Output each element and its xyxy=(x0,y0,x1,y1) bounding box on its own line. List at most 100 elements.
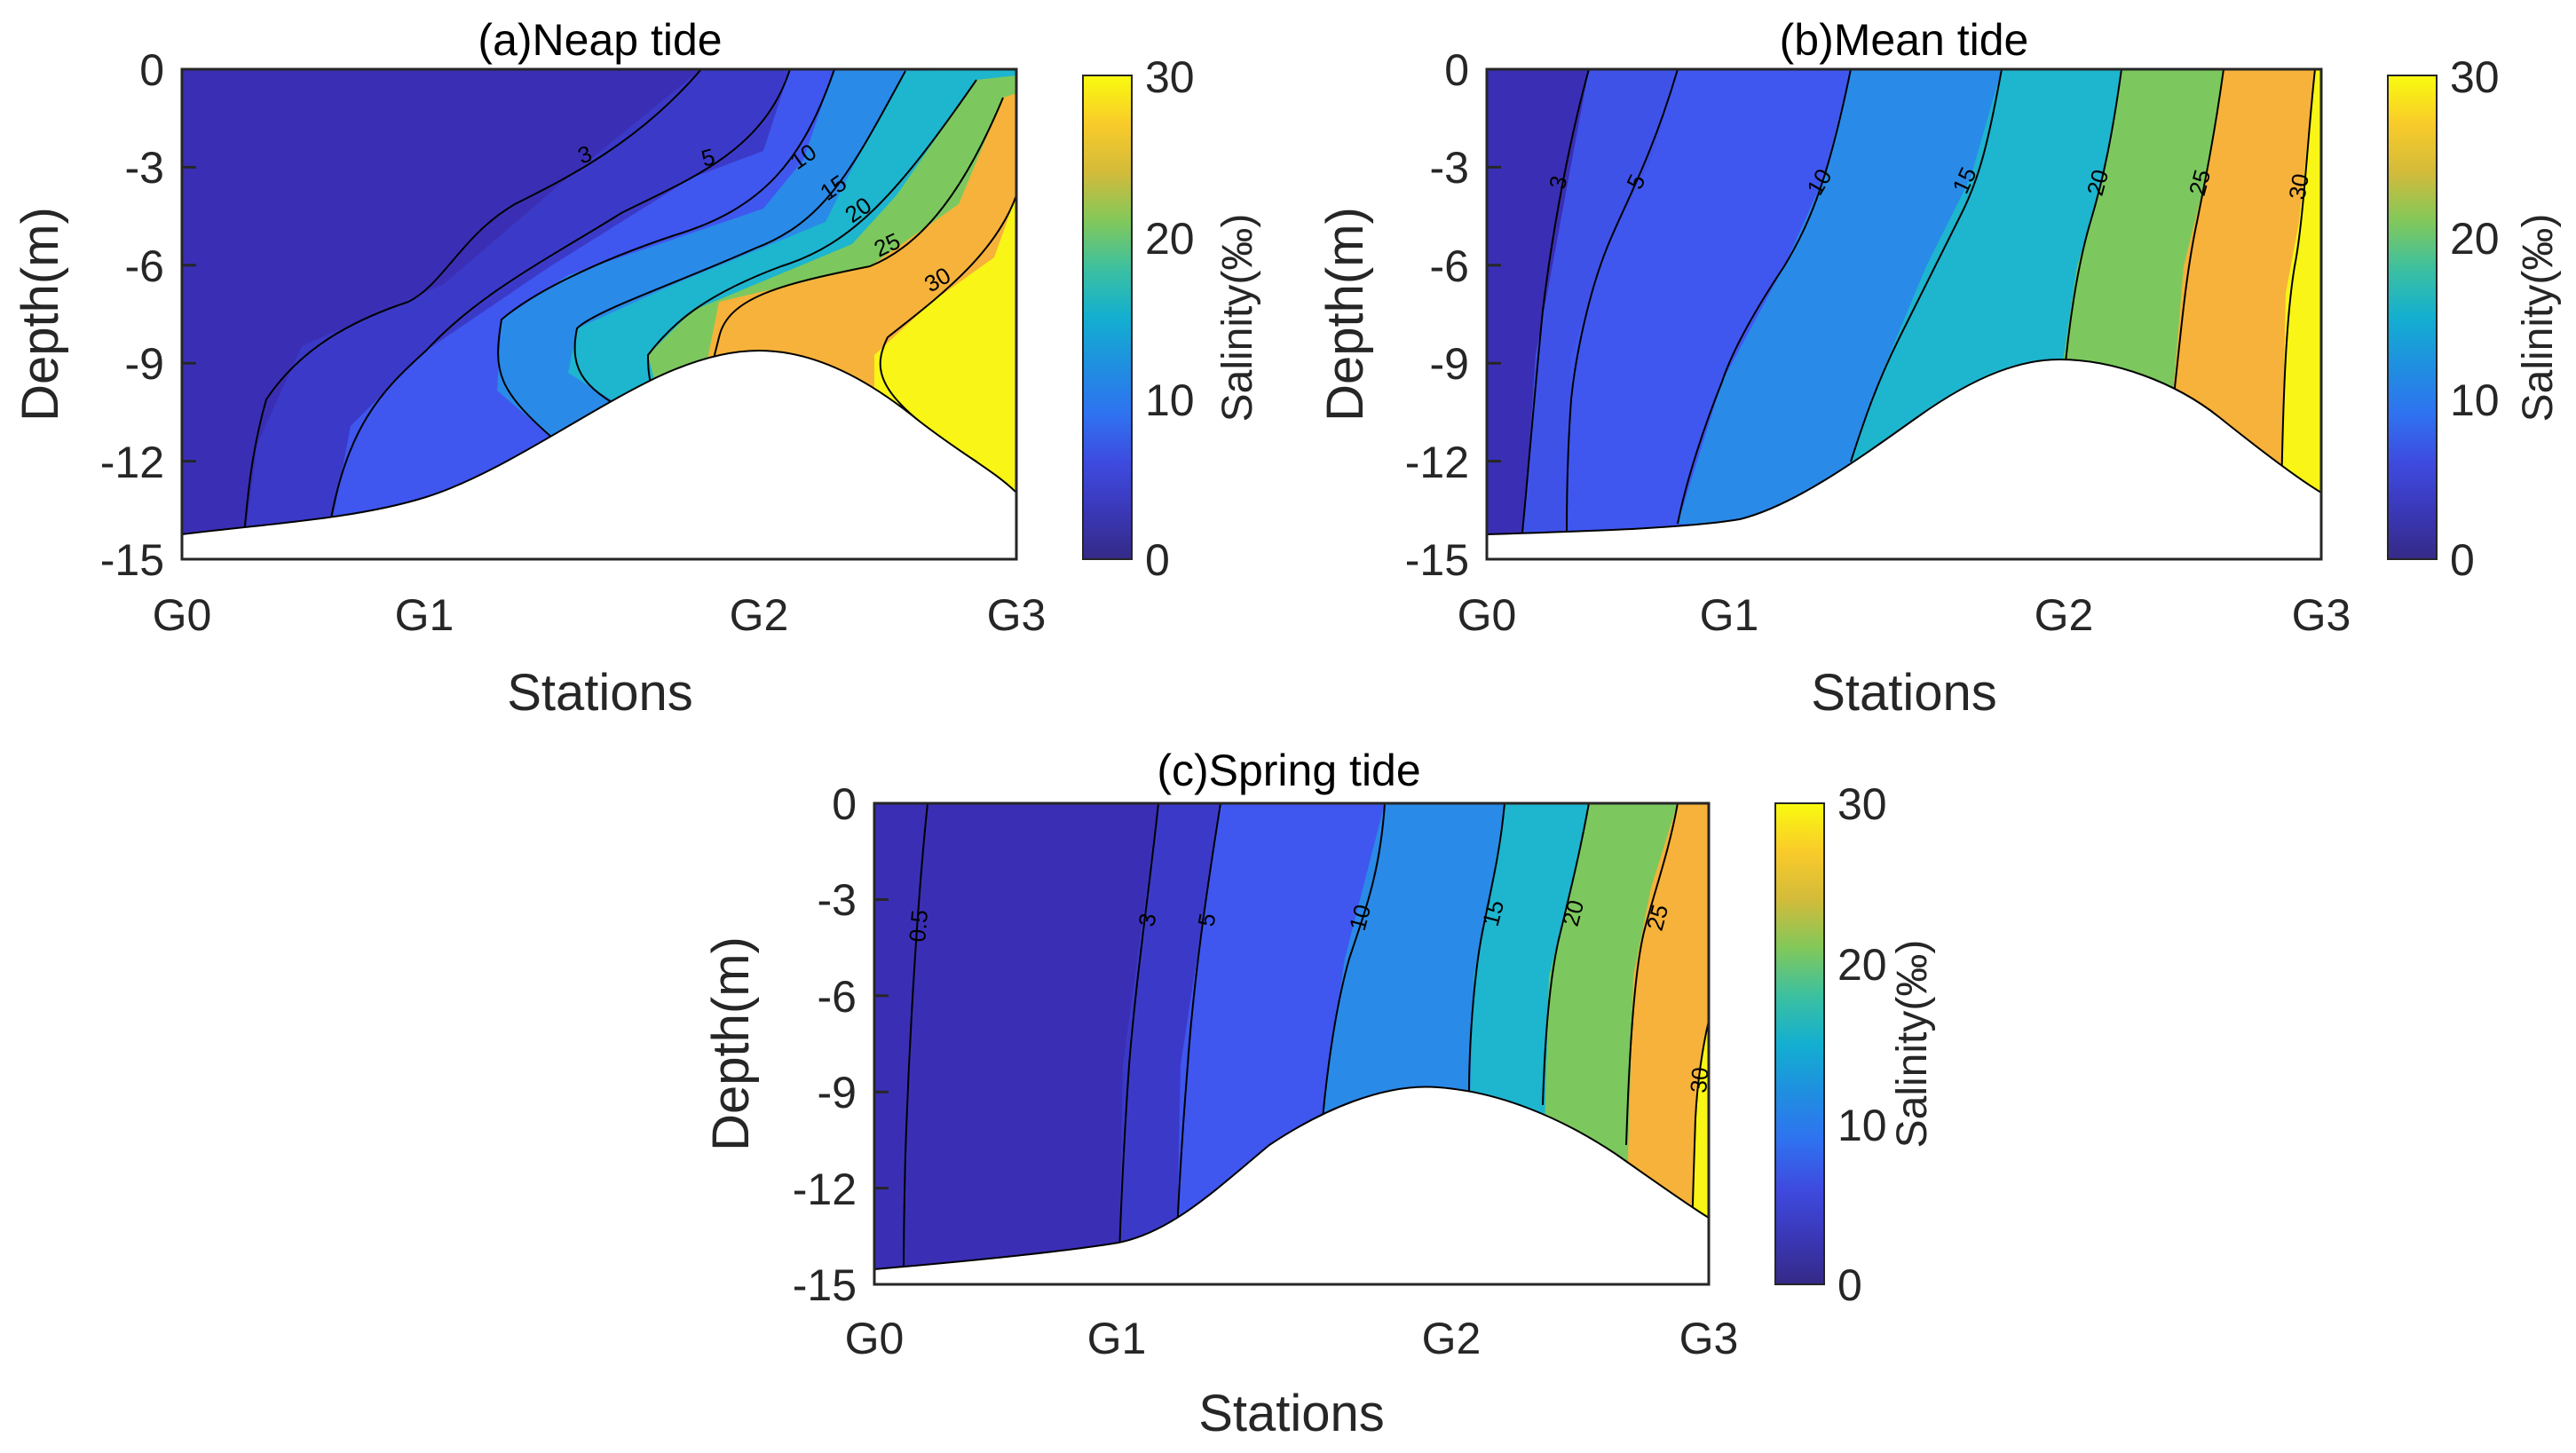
isohaline-10 xyxy=(497,68,835,445)
y-tick-labels: 0 -3 -6 -9 -12 -15 xyxy=(1405,45,1469,585)
isohaline-5 xyxy=(1175,802,1221,1261)
isohalines xyxy=(1521,68,2316,533)
y-tick-label: 0 xyxy=(1444,45,1469,95)
y-tick-label: -6 xyxy=(125,241,164,291)
riverbed-mask xyxy=(1487,359,2321,559)
x-tick-label: G1 xyxy=(395,590,454,640)
isohaline-20 xyxy=(1542,802,1590,1106)
colorbar-gradient xyxy=(1082,75,1133,560)
isohaline-10 xyxy=(1319,802,1386,1155)
colorbar-tick: 0 xyxy=(1837,1260,1862,1310)
colorbar-tick: 0 xyxy=(1145,535,1170,585)
y-tick-label: -15 xyxy=(100,535,164,585)
contour-label: 30 xyxy=(2283,171,2314,201)
y-axis-label: Depth(m) xyxy=(12,207,69,422)
x-tick-label: G2 xyxy=(1422,1314,1482,1363)
isohaline-3 xyxy=(243,68,702,533)
panel-b-title: (b)Mean tide xyxy=(1780,15,2029,65)
x-tick-label: G3 xyxy=(2292,590,2351,640)
y-tick-label: -6 xyxy=(1430,241,1469,291)
colorbar-label: Salinity(‰) xyxy=(2515,214,2562,422)
x-tick-label: G3 xyxy=(987,590,1047,640)
isohaline-30 xyxy=(2280,68,2316,498)
x-tick-label: G1 xyxy=(1700,590,1759,640)
y-tick-label: -3 xyxy=(818,875,857,925)
panel-c: (c)Spring tide 0.5 xyxy=(702,746,1936,1442)
colorbar: 30 20 10 0 Salinity(‰) xyxy=(1082,52,1261,585)
axes-frame xyxy=(873,802,1711,1286)
x-tick-label: G0 xyxy=(1458,590,1517,640)
panel-b-plot: 3 5 10 15 20 25 30 xyxy=(1485,67,2323,561)
y-tick-label: -12 xyxy=(1405,438,1469,487)
colorbar: 30 20 10 0 Salinity(‰) xyxy=(2387,52,2562,585)
y-tick-label: -9 xyxy=(818,1068,857,1117)
x-tick-label: G1 xyxy=(1087,1314,1147,1363)
y-tick-label: 0 xyxy=(832,779,857,829)
riverbed-line xyxy=(181,349,1017,535)
riverbed-line xyxy=(873,1086,1710,1270)
colorbar-tick: 30 xyxy=(2450,52,2500,102)
isohaline-15 xyxy=(1850,68,2003,462)
x-tick-labels: G0 G1 G2 G3 xyxy=(153,590,1047,640)
isohaline-20 xyxy=(2063,68,2122,383)
colorbar-tick: 20 xyxy=(2450,214,2500,264)
x-tick-labels: G0 G1 G2 G3 xyxy=(845,1314,1739,1363)
colorbar-tick: 10 xyxy=(1837,1101,1887,1150)
isohaline-15 xyxy=(573,70,906,418)
colorbar: 30 20 10 0 Salinity(‰) xyxy=(1774,779,1936,1310)
x-tick-label: G2 xyxy=(730,590,789,640)
riverbed-line xyxy=(1486,358,2322,535)
isohaline-0.5 xyxy=(903,802,928,1279)
colorbar-tick: 0 xyxy=(2450,535,2475,585)
isohaline-15 xyxy=(1468,802,1505,1093)
colorbar-tick: 20 xyxy=(1837,940,1887,990)
y-axis xyxy=(182,67,196,561)
x-tick-labels: G0 G1 G2 G3 xyxy=(1458,590,2351,640)
isohaline-20 xyxy=(646,79,977,391)
panel-c-title: (c)Spring tide xyxy=(1157,746,1420,795)
contour-label: 0.5 xyxy=(904,909,933,944)
y-tick-label: -12 xyxy=(100,438,164,487)
isohaline-25 xyxy=(2169,68,2224,427)
y-axis xyxy=(874,802,889,1286)
y-tick-label: -6 xyxy=(818,972,857,1022)
isohaline-5 xyxy=(328,68,791,533)
band-7 xyxy=(2281,69,2321,546)
isohaline-25 xyxy=(1625,802,1679,1146)
colorbar-tick: 10 xyxy=(2450,375,2500,425)
band-7 xyxy=(874,195,1016,546)
y-axis-label: Depth(m) xyxy=(702,936,760,1151)
y-tick-label: -3 xyxy=(125,143,164,193)
y-tick-labels: 0 -3 -6 -9 -12 -15 xyxy=(100,45,164,585)
panel-a: (a)Neap tide 3 5 xyxy=(12,15,1261,722)
x-tick-label: G3 xyxy=(1679,1314,1739,1363)
x-tick-label: G0 xyxy=(845,1314,905,1363)
y-tick-label: -12 xyxy=(793,1165,857,1214)
panel-a-title: (a)Neap tide xyxy=(478,15,722,65)
contour-label: 3 xyxy=(1133,912,1161,928)
colorbar-gradient xyxy=(2387,75,2438,560)
colorbar-tick: 30 xyxy=(1837,779,1887,829)
x-axis-label: Stations xyxy=(507,664,693,722)
y-tick-label: -15 xyxy=(1405,535,1469,585)
y-tick-label: -3 xyxy=(1430,143,1469,193)
colorbar-tick: 20 xyxy=(1145,214,1195,264)
y-axis xyxy=(1487,67,1501,561)
isohaline-5 xyxy=(1566,68,1679,533)
colorbar-label: Salinity(‰) xyxy=(1889,940,1936,1149)
colorbar-tick: 30 xyxy=(1145,52,1195,102)
y-axis-label: Depth(m) xyxy=(1316,207,1374,422)
colorbar-label: Salinity(‰) xyxy=(1214,214,1261,422)
axes-frame xyxy=(1485,67,2323,561)
isohaline-3 xyxy=(1521,68,1590,533)
colorbar-tick: 10 xyxy=(1145,375,1195,425)
y-tick-label: 0 xyxy=(139,45,164,95)
y-tick-labels: 0 -3 -6 -9 -12 -15 xyxy=(793,779,857,1310)
panel-b: (b)Mean tide 3 5 xyxy=(1316,15,2562,722)
panel-a-plot: 3 5 10 15 20 25 30 xyxy=(180,67,1018,561)
isohaline-10 xyxy=(1677,68,1852,525)
x-tick-label: G2 xyxy=(2035,590,2094,640)
colorbar-gradient xyxy=(1774,802,1825,1285)
contour-label: 5 xyxy=(1192,912,1221,928)
